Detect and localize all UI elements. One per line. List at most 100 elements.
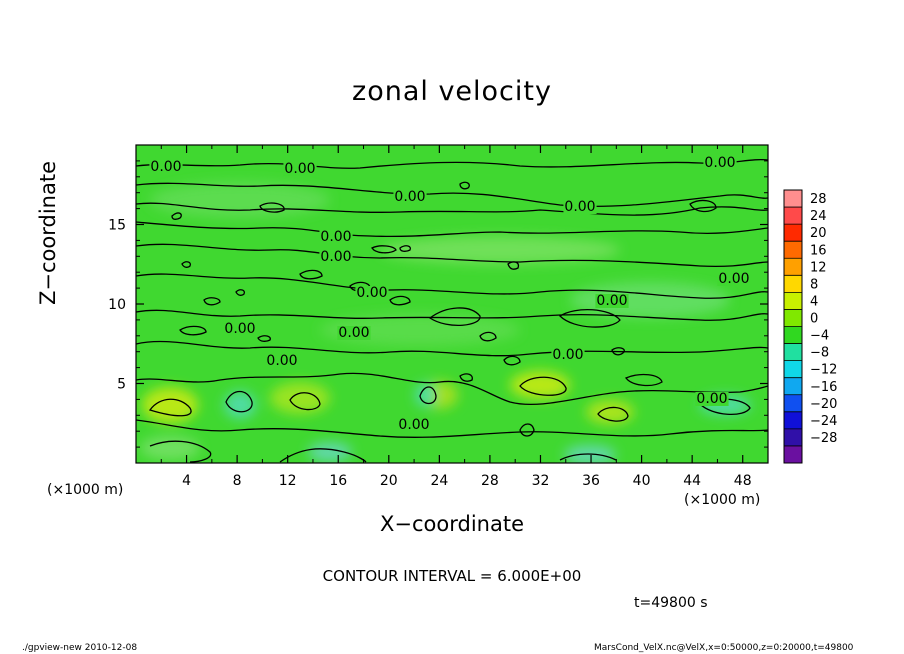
- field-patch: [308, 442, 352, 462]
- contour-line: [136, 158, 768, 169]
- x-tick-label: 40: [633, 473, 651, 489]
- plot-area: 0.00 0.00 0.00 0.00 0.00 0.00 0.00 0.00 0.00 0.00…: [135, 144, 769, 464]
- contour-line: [148, 398, 192, 417]
- x-unit-left: (×1000 m): [47, 482, 124, 498]
- colorbar-label: −28: [810, 431, 837, 446]
- contour-label: 0.00: [224, 321, 255, 337]
- colorbar-swatch: [784, 360, 802, 379]
- colorbar-label: 0: [810, 312, 818, 327]
- y-tick-label: 10: [108, 297, 126, 313]
- contour-line: [519, 423, 535, 437]
- contour-line: [171, 212, 182, 220]
- time-label: t=49800 s: [634, 595, 708, 611]
- contour-line: [389, 295, 411, 306]
- colorbar-swatch: [784, 377, 802, 396]
- contour-label-bg: [149, 160, 183, 174]
- colorbar-swatch: [784, 207, 802, 225]
- contour-label: 0.00: [338, 325, 369, 341]
- contour-label-bg: [319, 230, 353, 244]
- contour-line: [136, 221, 768, 238]
- contour-labels: 0.00 0.00 0.00 0.00 0.00 0.00 0.00 0.00 0.00 0.00…: [149, 155, 751, 433]
- y-axis-ticks: 5 10 15: [108, 160, 768, 448]
- contour-line: [399, 245, 412, 252]
- contour-label: 0.00: [704, 155, 735, 171]
- field-patch: [570, 282, 730, 318]
- contour-line: [149, 440, 212, 463]
- contour-line: [136, 243, 768, 268]
- x-axis-ticks: 4 8 12 16 20 24 28 32 36 40 44 48: [160, 145, 752, 489]
- contour-label: 0.00: [596, 293, 627, 309]
- contour-label: 0.00: [356, 285, 387, 301]
- field-patch: [142, 387, 198, 423]
- contour-label: 0.00: [150, 159, 181, 175]
- x-tick-label: 32: [532, 473, 550, 489]
- colorbar-swatch: [784, 445, 802, 464]
- colorbar-label: 16: [810, 243, 827, 258]
- contour-label: 0.00: [398, 417, 429, 433]
- contour-line: [597, 406, 629, 422]
- contour-line: [507, 261, 520, 270]
- contour-line: [559, 453, 617, 461]
- contour-label-bg: [265, 354, 299, 368]
- footer-right: MarsCond_VelX.nc@VelX,x=0:50000,z=0:2000…: [594, 643, 854, 653]
- colorbar-label: −20: [810, 397, 837, 412]
- colorbar-swatch: [784, 292, 802, 310]
- y-tick-label: 5: [117, 377, 126, 393]
- contour-line: [299, 269, 323, 280]
- field-patch: [586, 400, 634, 424]
- contour-line: [611, 347, 625, 356]
- contour-line: [181, 261, 192, 268]
- colorbar-swatch: [784, 309, 802, 327]
- contour-label: 0.00: [718, 271, 749, 287]
- colorbar-swatch: [784, 394, 802, 413]
- contour-label-bg: [397, 418, 431, 432]
- contour-label-bg: [223, 322, 257, 336]
- contour-interval: CONTOUR INTERVAL = 6.000E+00: [322, 567, 582, 585]
- contour-line: [479, 331, 497, 342]
- contour-line: [136, 419, 768, 438]
- contour-line: [225, 390, 253, 413]
- contour-line: [257, 335, 271, 342]
- colorbar-swatch: [784, 343, 802, 362]
- x-axis-label-text: X−coordinate: [380, 512, 524, 536]
- contour-line: [419, 386, 437, 405]
- x-tick-label: 48: [734, 473, 752, 489]
- colorbar-label: −16: [810, 380, 837, 395]
- colorbar-label: 20: [810, 226, 827, 241]
- contour-label-bg: [595, 294, 629, 308]
- colorbar-label: 12: [810, 260, 827, 275]
- contour-line: [235, 289, 246, 296]
- colorbar-swatch: [784, 275, 802, 293]
- contour-line: [459, 181, 470, 190]
- contour-line: [136, 202, 768, 216]
- contour-label: 0.00: [320, 249, 351, 265]
- chart-title: zonal velocity: [352, 76, 552, 107]
- x-tick-label: 4: [182, 473, 191, 489]
- contour-line: [179, 325, 207, 336]
- contour-label-bg: [319, 250, 353, 264]
- colorbar-label: −12: [810, 363, 837, 378]
- colorbar-swatch: [784, 258, 802, 276]
- contour-line: [558, 308, 621, 328]
- contour-label-bg: [393, 190, 427, 204]
- contour-label: 0.00: [284, 161, 315, 177]
- contour-line: [689, 199, 717, 213]
- field-patch: [224, 391, 256, 419]
- footer-left: ./gpview-new 2010-12-08: [22, 643, 138, 653]
- contour-line: [136, 273, 768, 299]
- y-tick-label: 15: [108, 218, 126, 234]
- x-tick-label: 36: [582, 473, 600, 489]
- x-tick-label: 28: [481, 473, 499, 489]
- contour-label-bg: [563, 200, 597, 214]
- contour-line: [624, 373, 663, 387]
- contour-line: [519, 376, 567, 396]
- colorbar-label: −24: [810, 414, 837, 429]
- colorbar-label: 8: [810, 277, 818, 292]
- contour-label: 0.00: [320, 229, 351, 245]
- x-axis-label: X−coordinate: [0, 512, 904, 536]
- contour-line: [428, 307, 481, 327]
- contour-label: 0.00: [552, 347, 583, 363]
- y-axis-label: Z−coordinate: [36, 161, 60, 305]
- x-tick-label: 16: [329, 473, 347, 489]
- contour-label: 0.00: [696, 391, 727, 407]
